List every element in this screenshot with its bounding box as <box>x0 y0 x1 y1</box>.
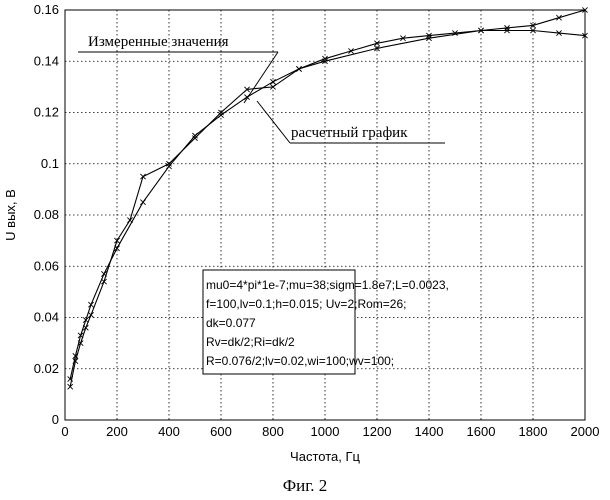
series-2-point <box>140 200 145 205</box>
series-2-point <box>296 66 301 71</box>
x-axis-label: Частота, Гц <box>290 449 360 464</box>
x-tick-label: 1800 <box>519 424 548 439</box>
y-tick-label: 0.02 <box>34 361 59 376</box>
x-tick-label: 0 <box>61 424 68 439</box>
y-tick-label: 0 <box>52 412 59 427</box>
y-tick-label: 0.16 <box>34 2 59 17</box>
parameter-line-1: mu0=4*pi*1e-7;mu=38;sigm=1.8e7;L=0.0023, <box>206 278 449 292</box>
parameter-line-2: f=100,lv=0.1;h=0.015; Uv=2;Rom=26; <box>206 297 406 311</box>
parameter-line-4: Rv=dk/2;Ri=dk/2 <box>206 335 295 349</box>
series-2-point <box>101 271 106 276</box>
x-tick-label: 2000 <box>571 424 600 439</box>
x-tick-label: 1600 <box>467 424 496 439</box>
series-2-point <box>270 79 275 84</box>
x-tick-label: 1000 <box>311 424 340 439</box>
parameter-line-3: dk=0.077 <box>206 316 256 330</box>
x-tick-label: 800 <box>262 424 284 439</box>
series-2-point <box>166 164 171 169</box>
y-tick-label: 0.04 <box>34 310 59 325</box>
x-tick-label: 400 <box>158 424 180 439</box>
annotation-measured: Измеренные значения <box>88 34 229 50</box>
y-tick-label: 0.08 <box>34 207 59 222</box>
series-2-point <box>88 302 93 307</box>
annotation-calculated-leader <box>257 101 290 143</box>
series-1-point <box>88 312 93 317</box>
y-axis-label: U вых, В <box>3 189 18 241</box>
x-tick-label: 200 <box>106 424 128 439</box>
x-tick-label: 600 <box>210 424 232 439</box>
annotation-calculated: расчетный график <box>291 125 408 141</box>
x-tick-label: 1200 <box>363 424 392 439</box>
figure-caption: Фиг. 2 <box>283 476 328 495</box>
y-tick-label: 0.06 <box>34 258 59 273</box>
y-tick-label: 0.14 <box>34 53 59 68</box>
y-tick-label: 0.1 <box>41 156 59 171</box>
series-2-point <box>83 317 88 322</box>
x-tick-label: 1400 <box>415 424 444 439</box>
y-tick-label: 0.12 <box>34 105 59 120</box>
parameter-line-5: R=0.076/2;lv=0.02,wi=100;wv=100; <box>206 354 394 368</box>
